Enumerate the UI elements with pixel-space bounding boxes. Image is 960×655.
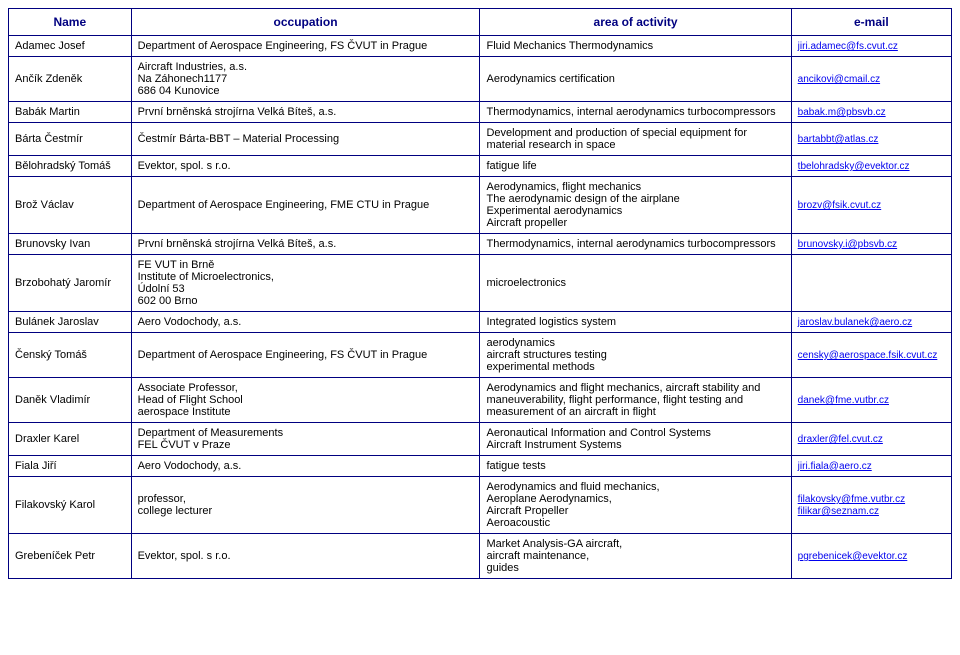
email-link[interactable]: ancikovi@cmail.cz xyxy=(798,74,880,85)
cell-occupation: FE VUT in Brně Institute of Microelectro… xyxy=(131,255,480,312)
table-row: Bulánek JaroslavAero Vodochody, a.s.Inte… xyxy=(9,312,952,333)
cell-name: Fiala Jiří xyxy=(9,456,132,477)
cell-occupation: Associate Professor, Head of Flight Scho… xyxy=(131,378,480,423)
email-link[interactable]: brunovsky.i@pbsvb.cz xyxy=(798,239,897,250)
cell-area: Aerodynamics, flight mechanics The aerod… xyxy=(480,177,791,234)
cell-occupation: Aero Vodochody, a.s. xyxy=(131,456,480,477)
table-row: Brzobohatý JaromírFE VUT in Brně Institu… xyxy=(9,255,952,312)
col-email: e-mail xyxy=(791,9,951,36)
table-row: Brunovsky IvanPrvní brněnská strojírna V… xyxy=(9,234,952,255)
cell-name: Bělohradský Tomáš xyxy=(9,156,132,177)
cell-name: Čenský Tomáš xyxy=(9,333,132,378)
cell-name: Ančík Zdeněk xyxy=(9,57,132,102)
email-link[interactable]: jiri.fiala@aero.cz xyxy=(798,461,872,472)
cell-area: fatigue life xyxy=(480,156,791,177)
table-row: Filakovský Karolprofessor, college lectu… xyxy=(9,477,952,534)
email-link[interactable]: filikar@seznam.cz xyxy=(798,506,879,517)
col-name: Name xyxy=(9,9,132,36)
cell-occupation: Čestmír Bárta-BBT – Material Processing xyxy=(131,123,480,156)
cell-area: Aerodynamics certification xyxy=(480,57,791,102)
email-link[interactable]: pgrebenicek@evektor.cz xyxy=(798,551,908,562)
cell-occupation: Department of Aerospace Engineering, FS … xyxy=(131,36,480,57)
cell-area: Thermodynamics, internal aerodynamics tu… xyxy=(480,234,791,255)
col-area: area of activity xyxy=(480,9,791,36)
cell-email: tbelohradsky@evektor.cz xyxy=(791,156,951,177)
cell-email: jaroslav.bulanek@aero.cz xyxy=(791,312,951,333)
email-link[interactable]: danek@fme.vutbr.cz xyxy=(798,395,889,406)
table-row: Fiala JiříAero Vodochody, a.s.fatigue te… xyxy=(9,456,952,477)
table-row: Draxler KarelDepartment of Measurements … xyxy=(9,423,952,456)
cell-area: microelectronics xyxy=(480,255,791,312)
cell-name: Brož Václav xyxy=(9,177,132,234)
cell-occupation: První brněnská strojírna Velká Bíteš, a.… xyxy=(131,102,480,123)
cell-email: draxler@fel.cvut.cz xyxy=(791,423,951,456)
cell-occupation: Evektor, spol. s r.o. xyxy=(131,534,480,579)
email-link[interactable]: babak.m@pbsvb.cz xyxy=(798,107,886,118)
cell-name: Bulánek Jaroslav xyxy=(9,312,132,333)
cell-email: danek@fme.vutbr.cz xyxy=(791,378,951,423)
cell-email: ancikovi@cmail.cz xyxy=(791,57,951,102)
cell-area: Integrated logistics system xyxy=(480,312,791,333)
email-link[interactable]: bartabbt@atlas.cz xyxy=(798,134,879,145)
cell-area: fatigue tests xyxy=(480,456,791,477)
table-row: Adamec JosefDepartment of Aerospace Engi… xyxy=(9,36,952,57)
cell-email: pgrebenicek@evektor.cz xyxy=(791,534,951,579)
header-row: Name occupation area of activity e-mail xyxy=(9,9,952,36)
cell-occupation: Evektor, spol. s r.o. xyxy=(131,156,480,177)
cell-area: Thermodynamics, internal aerodynamics tu… xyxy=(480,102,791,123)
table-row: Brož VáclavDepartment of Aerospace Engin… xyxy=(9,177,952,234)
cell-name: Draxler Karel xyxy=(9,423,132,456)
cell-email: jiri.adamec@fs.cvut.cz xyxy=(791,36,951,57)
cell-email xyxy=(791,255,951,312)
cell-area: aerodynamics aircraft structures testing… xyxy=(480,333,791,378)
cell-name: Bárta Čestmír xyxy=(9,123,132,156)
cell-occupation: Department of Aerospace Engineering, FS … xyxy=(131,333,480,378)
email-link[interactable]: filakovsky@fme.vutbr.cz xyxy=(798,494,905,505)
table-row: Babák MartinPrvní brněnská strojírna Vel… xyxy=(9,102,952,123)
cell-occupation: Department of Aerospace Engineering, FME… xyxy=(131,177,480,234)
cell-email: jiri.fiala@aero.cz xyxy=(791,456,951,477)
email-link[interactable]: jiri.adamec@fs.cvut.cz xyxy=(798,41,898,52)
personnel-table: Name occupation area of activity e-mail … xyxy=(8,8,952,579)
email-link[interactable]: censky@aerospace.fsik.cvut.cz xyxy=(798,350,938,361)
email-link[interactable]: tbelohradsky@evektor.cz xyxy=(798,161,910,172)
cell-email: bartabbt@atlas.cz xyxy=(791,123,951,156)
table-row: Daněk VladimírAssociate Professor, Head … xyxy=(9,378,952,423)
cell-email: brunovsky.i@pbsvb.cz xyxy=(791,234,951,255)
cell-email: censky@aerospace.fsik.cvut.cz xyxy=(791,333,951,378)
cell-name: Filakovský Karol xyxy=(9,477,132,534)
cell-name: Grebeníček Petr xyxy=(9,534,132,579)
cell-area: Development and production of special eq… xyxy=(480,123,791,156)
cell-name: Adamec Josef xyxy=(9,36,132,57)
cell-area: Aeronautical Information and Control Sys… xyxy=(480,423,791,456)
cell-name: Babák Martin xyxy=(9,102,132,123)
cell-name: Brunovsky Ivan xyxy=(9,234,132,255)
table-row: Grebeníček PetrEvektor, spol. s r.o.Mark… xyxy=(9,534,952,579)
table-row: Ančík ZdeněkAircraft Industries, a.s. Na… xyxy=(9,57,952,102)
cell-area: Fluid Mechanics Thermodynamics xyxy=(480,36,791,57)
cell-occupation: Aero Vodochody, a.s. xyxy=(131,312,480,333)
col-occupation: occupation xyxy=(131,9,480,36)
cell-area: Market Analysis-GA aircraft, aircraft ma… xyxy=(480,534,791,579)
cell-name: Brzobohatý Jaromír xyxy=(9,255,132,312)
email-link[interactable]: draxler@fel.cvut.cz xyxy=(798,434,883,445)
table-row: Čenský TomášDepartment of Aerospace Engi… xyxy=(9,333,952,378)
cell-occupation: První brněnská strojírna Velká Bíteš, a.… xyxy=(131,234,480,255)
email-link[interactable]: brozv@fsik.cvut.cz xyxy=(798,200,882,211)
email-link[interactable]: jaroslav.bulanek@aero.cz xyxy=(798,317,912,328)
cell-occupation: Department of Measurements FEL ČVUT v Pr… xyxy=(131,423,480,456)
cell-area: Aerodynamics and flight mechanics, aircr… xyxy=(480,378,791,423)
cell-area: Aerodynamics and fluid mechanics, Aeropl… xyxy=(480,477,791,534)
cell-email: babak.m@pbsvb.cz xyxy=(791,102,951,123)
cell-email: filakovsky@fme.vutbr.czfilikar@seznam.cz xyxy=(791,477,951,534)
cell-name: Daněk Vladimír xyxy=(9,378,132,423)
table-row: Bárta ČestmírČestmír Bárta-BBT – Materia… xyxy=(9,123,952,156)
table-row: Bělohradský TomášEvektor, spol. s r.o.fa… xyxy=(9,156,952,177)
cell-occupation: Aircraft Industries, a.s. Na Záhonech117… xyxy=(131,57,480,102)
cell-email: brozv@fsik.cvut.cz xyxy=(791,177,951,234)
cell-occupation: professor, college lecturer xyxy=(131,477,480,534)
